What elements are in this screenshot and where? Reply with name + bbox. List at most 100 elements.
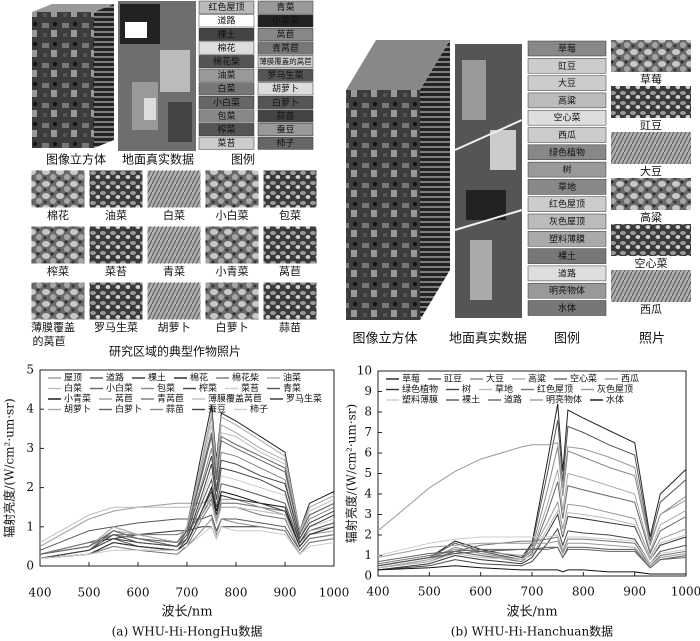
legend-swatch	[527, 40, 607, 57]
legend-label: 油菜	[283, 372, 301, 384]
crop-photo	[204, 169, 260, 209]
photo-label: 小青菜	[216, 265, 249, 278]
legend-swatch	[527, 75, 607, 91]
x-tick-label: 800	[225, 586, 248, 600]
crop-photo	[611, 178, 691, 210]
crop-photo	[611, 40, 691, 72]
legend-label: 蚕豆	[208, 404, 226, 415]
x-axis-label: 波长/nm	[506, 605, 557, 620]
y-tick-label: 6	[364, 446, 372, 460]
photo-label: 油菜	[105, 208, 127, 222]
spectrum-line	[377, 442, 687, 546]
ground-truth-a	[118, 1, 196, 151]
spectrum-line	[377, 481, 687, 569]
legend-label: 白菜	[64, 382, 82, 394]
photo-label: 棉花	[47, 208, 69, 222]
photo-label: 莴苣	[279, 265, 301, 278]
legend-label: 绿色植物	[549, 146, 585, 158]
crop-photo	[88, 281, 144, 321]
y-tick-label: 2	[364, 528, 372, 542]
legend-label: 高粱	[558, 94, 576, 106]
crop-photo	[88, 169, 144, 209]
legend-swatch	[527, 144, 607, 161]
spectrum-line	[377, 534, 687, 565]
legend-label: 草莓	[402, 373, 420, 385]
legend-label: 树	[562, 164, 571, 176]
y-tick-label: 1	[26, 519, 34, 533]
y-tick-label: 4	[26, 402, 34, 416]
x-tick-label: 1000	[671, 585, 700, 599]
photo-label: 菜苔	[105, 264, 127, 278]
crop-photo	[146, 225, 202, 265]
x-axis-label: 波长/nm	[161, 605, 212, 620]
spectrum-line	[39, 517, 335, 559]
x-tick-label: 400	[367, 585, 390, 599]
crop-photo	[611, 270, 691, 302]
spectrum-line	[377, 403, 687, 567]
spectrum-line	[39, 463, 335, 559]
y-tick-label: 8	[364, 405, 372, 419]
x-tick-label: 900	[623, 585, 646, 599]
legend-swatch	[198, 14, 255, 28]
photo-label: 白菜	[163, 208, 185, 222]
legend-swatch	[527, 179, 607, 195]
caption: 地面真实数据	[449, 332, 527, 347]
legend-label: 罗马生菜	[286, 393, 322, 405]
legend-label: 水体	[558, 302, 576, 314]
y-tick-label: 0	[364, 569, 372, 583]
crop-photo	[146, 169, 202, 209]
photo-label: 白萝卜	[216, 320, 249, 334]
legend-label: 青菜	[283, 382, 301, 394]
legend-label: 空心菜	[553, 112, 580, 124]
legend-label: 薄膜覆盖的莴苣	[259, 56, 312, 66]
legend-label: 青莴苣	[272, 42, 299, 54]
photo-label: 胡萝卜	[158, 320, 191, 334]
x-tick-label: 900	[274, 586, 297, 600]
legend-label: 蚕豆	[276, 125, 294, 136]
caption: 图例	[554, 332, 580, 347]
photo-label: 豇豆	[640, 119, 662, 132]
photo-label: 西瓜	[640, 303, 662, 316]
photo-label: 小白菜	[216, 208, 249, 222]
legend-label: 豇豆	[444, 374, 462, 385]
crop-photo	[262, 225, 318, 265]
legend-label: 红色屋顶	[549, 198, 585, 210]
legend-swatch	[257, 82, 314, 96]
legend-label: 道路	[558, 267, 576, 279]
legend-swatch	[527, 300, 607, 316]
legend-label: 裸土	[462, 394, 480, 406]
legend-label: 大豆	[486, 373, 504, 385]
legend-label: 包菜	[217, 110, 235, 122]
y-tick-label: 10	[357, 364, 372, 378]
legend-label: 灰色屋顶	[549, 216, 585, 228]
legend-swatch	[257, 68, 314, 82]
legend-swatch	[257, 123, 314, 137]
x-tick-label: 500	[78, 586, 101, 600]
legend-label: 包菜	[157, 382, 175, 394]
legend-label: 小白菜	[213, 96, 240, 108]
spectrum-line	[39, 514, 335, 552]
legend-swatch	[257, 109, 314, 123]
legend-swatch	[527, 282, 607, 299]
legend-swatch	[198, 123, 255, 137]
legend-swatch	[527, 58, 607, 74]
crop-photo	[262, 281, 318, 321]
legend-label: 棵土	[217, 28, 235, 40]
legend-label: 油菜	[217, 69, 235, 81]
legend-label: 小青菜	[272, 15, 299, 27]
legend-label: 红色屋顶	[537, 383, 573, 395]
caption: 地面真实数据	[122, 152, 194, 167]
legend-label: 棉花	[217, 42, 235, 54]
crop-photo	[611, 224, 691, 256]
legend-label: 白萝卜	[115, 403, 142, 415]
y-tick-label: 0	[26, 559, 34, 573]
crop-photo	[146, 281, 202, 321]
spectrum-line	[377, 508, 687, 569]
legend-label: 棵土	[148, 372, 166, 384]
legend-label: 空心菜	[570, 373, 597, 385]
y-tick-label: 7	[364, 425, 372, 439]
legend-label: 蒜苗	[166, 404, 184, 415]
legend-label: 大豆	[558, 77, 576, 89]
legend-label: 草地	[558, 181, 576, 193]
legend-swatch	[527, 109, 607, 126]
